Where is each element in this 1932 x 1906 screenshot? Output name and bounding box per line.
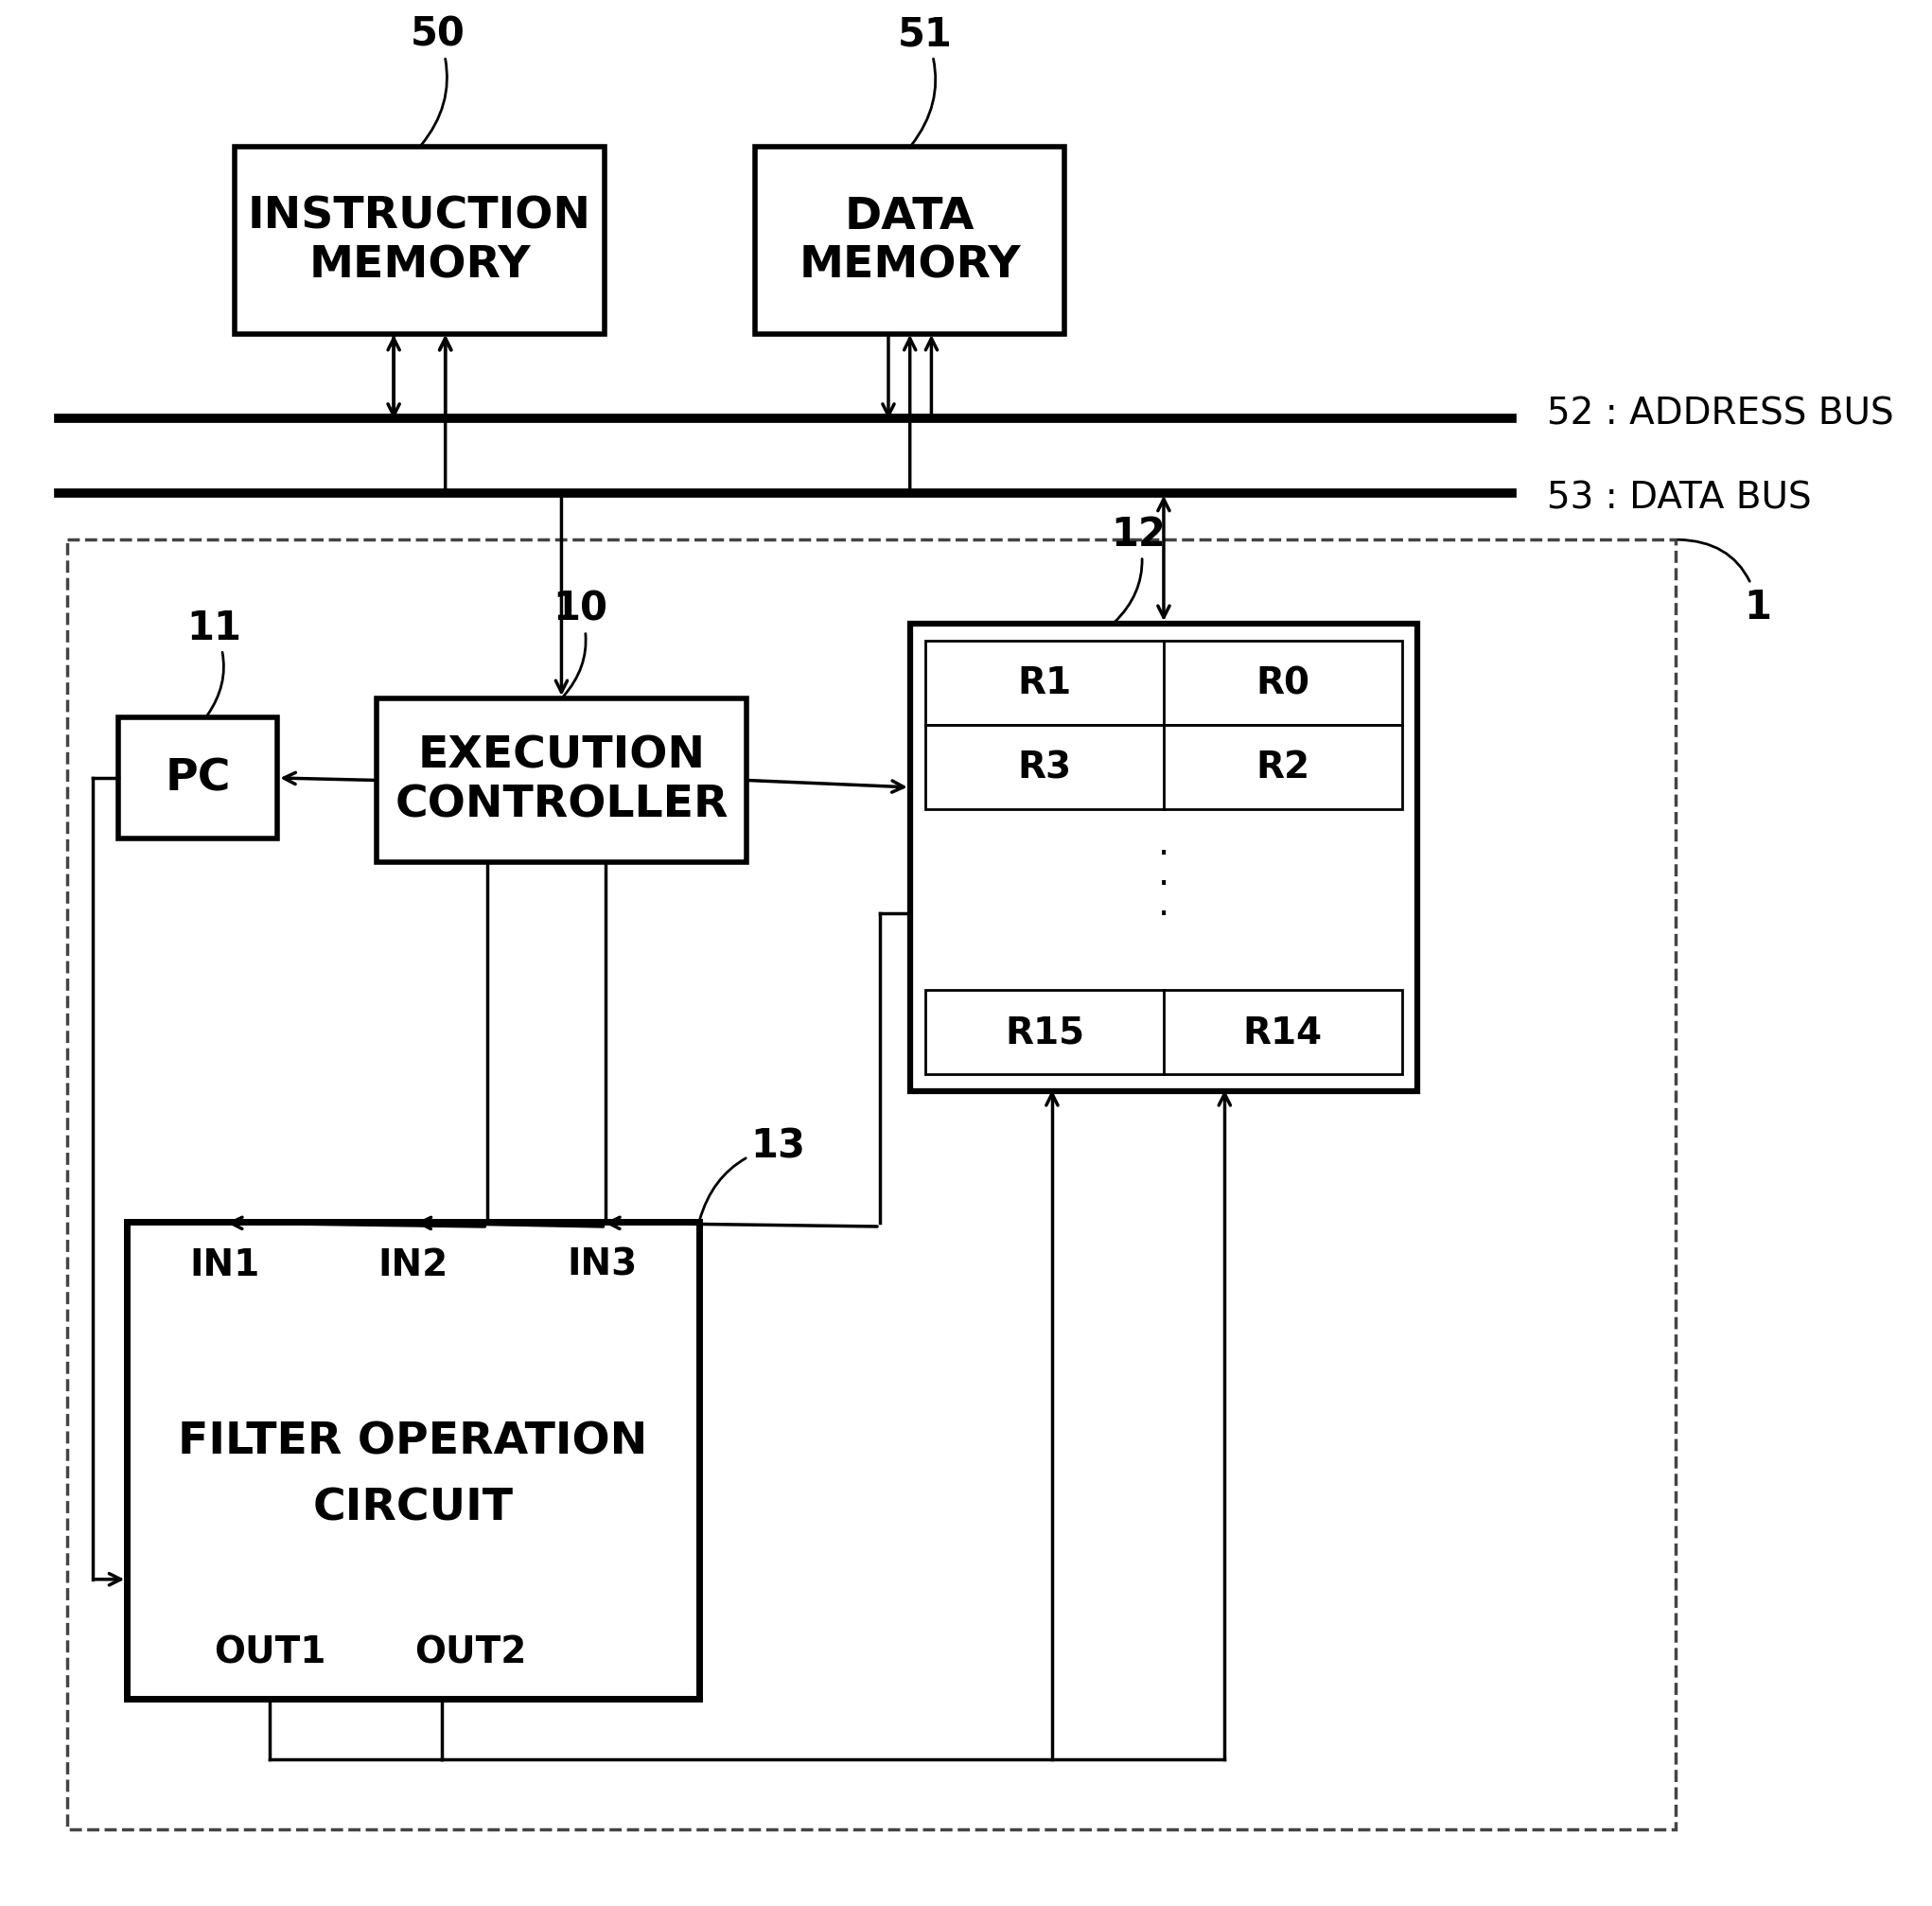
Bar <box>128 1222 699 1698</box>
Bar <box>68 539 1675 1830</box>
Text: R14: R14 <box>1242 1014 1323 1050</box>
Bar <box>234 149 605 335</box>
Text: R15: R15 <box>1005 1014 1084 1050</box>
Bar <box>755 149 1065 335</box>
Text: 10: 10 <box>553 589 607 698</box>
Text: PC: PC <box>164 757 230 801</box>
Text: R0: R0 <box>1256 665 1310 701</box>
Text: EXECUTION
CONTROLLER: EXECUTION CONTROLLER <box>394 736 728 827</box>
Text: OUT1: OUT1 <box>214 1633 327 1670</box>
Text: 1: 1 <box>1679 539 1772 627</box>
Bar <box>377 700 746 863</box>
Text: DATA
MEMORY: DATA MEMORY <box>800 196 1020 288</box>
Text: R2: R2 <box>1256 749 1310 785</box>
Text: IN3: IN3 <box>566 1247 638 1283</box>
Text: 50: 50 <box>412 15 466 147</box>
Bar <box>925 991 1403 1075</box>
Text: 53 : DATA BUS: 53 : DATA BUS <box>1546 480 1810 517</box>
Bar <box>925 724 1403 810</box>
Text: R3: R3 <box>1018 749 1072 785</box>
Text: 13: 13 <box>699 1126 806 1220</box>
Text: 52 : ADDRESS BUS: 52 : ADDRESS BUS <box>1546 396 1893 433</box>
Text: ·
·
·: · · · <box>1157 837 1169 932</box>
Bar <box>910 625 1418 1092</box>
Bar <box>118 719 278 839</box>
Bar <box>925 640 1403 724</box>
Text: INSTRUCTION
MEMORY: INSTRUCTION MEMORY <box>247 196 591 288</box>
Text: IN1: IN1 <box>189 1247 259 1283</box>
Text: 51: 51 <box>898 15 952 147</box>
Text: R1: R1 <box>1018 665 1072 701</box>
Text: IN2: IN2 <box>379 1247 448 1283</box>
Text: 12: 12 <box>1111 515 1165 623</box>
Text: CIRCUIT: CIRCUIT <box>313 1487 514 1529</box>
Text: 11: 11 <box>187 608 242 715</box>
Text: FILTER OPERATION: FILTER OPERATION <box>178 1420 647 1462</box>
Text: OUT2: OUT2 <box>413 1633 526 1670</box>
